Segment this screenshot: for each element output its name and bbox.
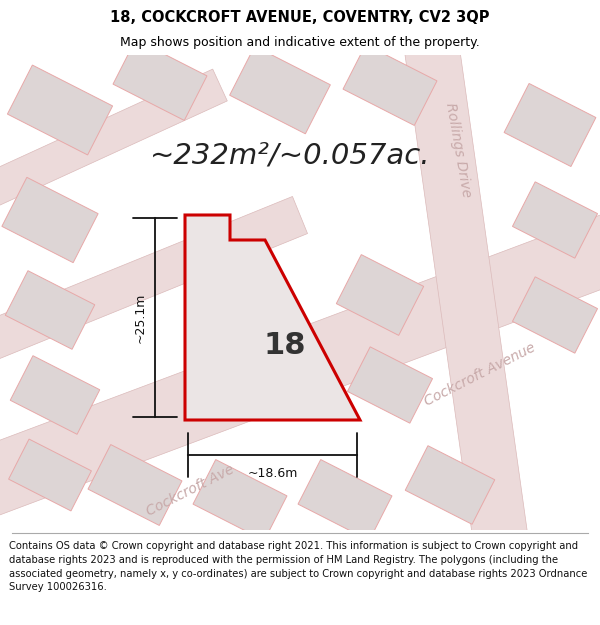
Polygon shape bbox=[2, 177, 98, 262]
Polygon shape bbox=[512, 182, 598, 258]
Polygon shape bbox=[185, 215, 360, 420]
Polygon shape bbox=[403, 31, 527, 539]
Polygon shape bbox=[8, 439, 91, 511]
Polygon shape bbox=[5, 271, 95, 349]
Text: Map shows position and indicative extent of the property.: Map shows position and indicative extent… bbox=[120, 36, 480, 49]
Polygon shape bbox=[0, 196, 308, 364]
Polygon shape bbox=[113, 39, 207, 121]
Text: ~232m²/~0.057ac.: ~232m²/~0.057ac. bbox=[150, 141, 430, 169]
Polygon shape bbox=[405, 446, 495, 524]
Polygon shape bbox=[337, 254, 424, 336]
Text: 18, COCKCROFT AVENUE, COVENTRY, CV2 3QP: 18, COCKCROFT AVENUE, COVENTRY, CV2 3QP bbox=[110, 10, 490, 25]
Polygon shape bbox=[343, 44, 437, 126]
Polygon shape bbox=[347, 347, 433, 423]
Polygon shape bbox=[0, 69, 227, 211]
Polygon shape bbox=[298, 459, 392, 541]
Text: Rollings Drive: Rollings Drive bbox=[443, 102, 473, 198]
Text: Cockcroft Avenue: Cockcroft Avenue bbox=[422, 341, 538, 409]
Polygon shape bbox=[512, 277, 598, 353]
Text: Cockcroft Ave: Cockcroft Ave bbox=[144, 462, 236, 518]
Polygon shape bbox=[504, 84, 596, 166]
Text: Contains OS data © Crown copyright and database right 2021. This information is : Contains OS data © Crown copyright and d… bbox=[9, 541, 587, 592]
Polygon shape bbox=[88, 444, 182, 526]
Polygon shape bbox=[10, 356, 100, 434]
Polygon shape bbox=[7, 65, 113, 155]
Text: 18: 18 bbox=[264, 331, 306, 359]
Polygon shape bbox=[193, 459, 287, 541]
Text: ~18.6m: ~18.6m bbox=[247, 467, 298, 480]
Polygon shape bbox=[0, 213, 600, 518]
Polygon shape bbox=[230, 46, 331, 134]
Text: ~25.1m: ~25.1m bbox=[134, 292, 147, 342]
